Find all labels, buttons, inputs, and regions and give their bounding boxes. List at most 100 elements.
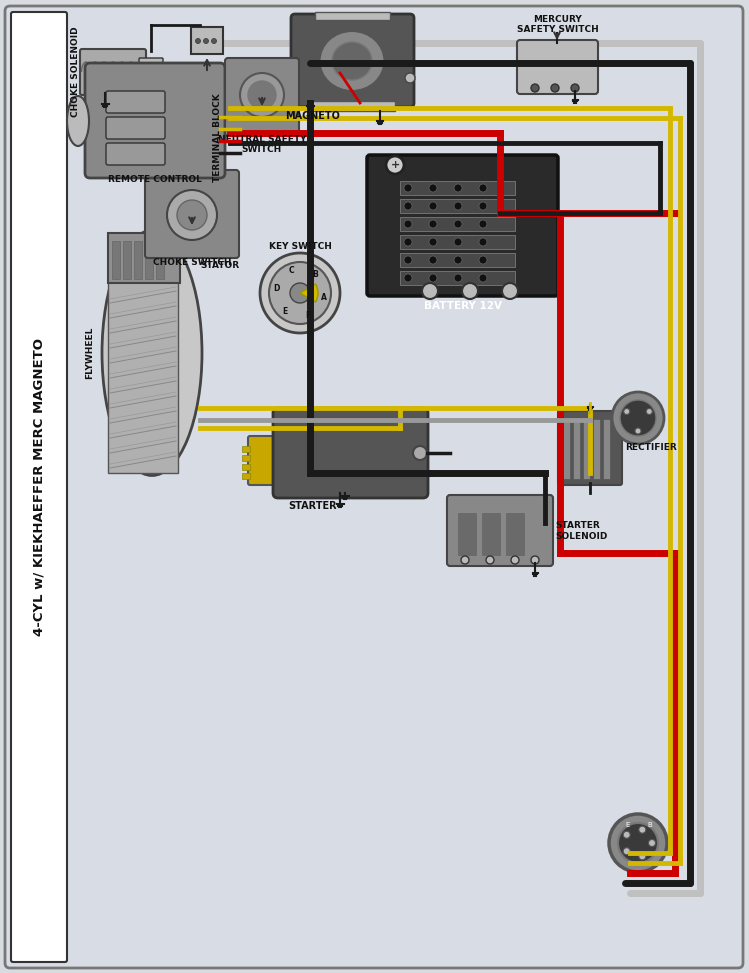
FancyBboxPatch shape	[447, 495, 553, 566]
Circle shape	[531, 84, 539, 92]
Circle shape	[429, 274, 437, 282]
FancyBboxPatch shape	[145, 170, 239, 258]
FancyBboxPatch shape	[106, 143, 165, 165]
Text: +: +	[390, 160, 400, 170]
Circle shape	[429, 256, 437, 264]
Text: E: E	[282, 306, 287, 316]
Circle shape	[639, 852, 646, 860]
Circle shape	[531, 556, 539, 564]
FancyBboxPatch shape	[80, 49, 146, 95]
FancyBboxPatch shape	[400, 253, 515, 267]
Text: KEY SWITCH: KEY SWITCH	[269, 242, 332, 251]
Circle shape	[204, 39, 208, 44]
Text: TERMINAL BLOCK: TERMINAL BLOCK	[213, 93, 222, 182]
FancyBboxPatch shape	[242, 473, 250, 479]
Circle shape	[454, 238, 462, 246]
Ellipse shape	[260, 253, 340, 333]
Circle shape	[454, 184, 462, 192]
Ellipse shape	[167, 190, 217, 240]
Circle shape	[422, 283, 438, 299]
FancyBboxPatch shape	[367, 155, 558, 296]
FancyBboxPatch shape	[400, 235, 515, 249]
Text: BATTERY 12V: BATTERY 12V	[424, 301, 502, 311]
Wedge shape	[300, 284, 318, 302]
Circle shape	[479, 256, 487, 264]
Circle shape	[462, 283, 478, 299]
Circle shape	[639, 826, 646, 833]
FancyBboxPatch shape	[482, 513, 500, 555]
FancyBboxPatch shape	[400, 217, 515, 231]
Circle shape	[429, 202, 437, 210]
Circle shape	[454, 202, 462, 210]
FancyBboxPatch shape	[85, 63, 225, 178]
Ellipse shape	[332, 42, 372, 80]
Text: D: D	[273, 284, 279, 293]
Circle shape	[454, 256, 462, 264]
FancyBboxPatch shape	[123, 241, 131, 279]
FancyBboxPatch shape	[5, 6, 743, 968]
Circle shape	[454, 220, 462, 228]
Circle shape	[646, 409, 652, 414]
FancyBboxPatch shape	[400, 199, 515, 213]
Circle shape	[405, 73, 415, 83]
Text: STARTER
SOLENOID: STARTER SOLENOID	[555, 522, 607, 541]
FancyBboxPatch shape	[310, 101, 395, 111]
Ellipse shape	[177, 200, 207, 230]
Text: FLYWHEEL: FLYWHEEL	[85, 327, 94, 379]
Ellipse shape	[620, 400, 656, 436]
FancyBboxPatch shape	[315, 12, 390, 20]
Circle shape	[479, 184, 487, 192]
Circle shape	[195, 39, 201, 44]
Circle shape	[454, 274, 462, 282]
FancyBboxPatch shape	[248, 436, 282, 485]
Ellipse shape	[612, 392, 664, 444]
Circle shape	[502, 283, 518, 299]
Circle shape	[404, 256, 412, 264]
Circle shape	[404, 184, 412, 192]
FancyBboxPatch shape	[563, 419, 570, 479]
Ellipse shape	[618, 823, 658, 863]
Text: NEUTRAL SAFETY
SWITCH: NEUTRAL SAFETY SWITCH	[218, 135, 306, 155]
Ellipse shape	[290, 283, 310, 303]
Ellipse shape	[240, 73, 284, 117]
Circle shape	[551, 84, 559, 92]
FancyBboxPatch shape	[517, 40, 598, 94]
Circle shape	[486, 556, 494, 564]
Circle shape	[429, 184, 437, 192]
FancyBboxPatch shape	[291, 14, 414, 107]
FancyBboxPatch shape	[108, 233, 180, 283]
Text: MAGNETO: MAGNETO	[285, 111, 340, 121]
FancyBboxPatch shape	[106, 117, 165, 139]
FancyBboxPatch shape	[156, 241, 164, 279]
Text: C: C	[289, 266, 294, 275]
Text: MERCURY
SAFETY SWITCH: MERCURY SAFETY SWITCH	[517, 15, 599, 34]
FancyBboxPatch shape	[242, 464, 250, 470]
FancyBboxPatch shape	[139, 58, 163, 88]
Text: RECTIFIER: RECTIFIER	[625, 444, 677, 452]
Text: REMOTE CONTROL: REMOTE CONTROL	[108, 175, 202, 184]
Circle shape	[147, 69, 155, 77]
FancyBboxPatch shape	[11, 12, 67, 962]
Text: E: E	[626, 822, 630, 828]
Circle shape	[413, 446, 427, 460]
FancyBboxPatch shape	[242, 455, 250, 461]
Circle shape	[404, 238, 412, 246]
FancyBboxPatch shape	[583, 419, 590, 479]
FancyBboxPatch shape	[558, 411, 622, 485]
Ellipse shape	[269, 262, 331, 324]
FancyBboxPatch shape	[242, 446, 250, 452]
Text: STATOR: STATOR	[200, 261, 239, 270]
Text: F: F	[306, 311, 311, 320]
FancyBboxPatch shape	[400, 271, 515, 285]
Circle shape	[479, 238, 487, 246]
FancyBboxPatch shape	[573, 419, 580, 479]
Text: STARTER: STARTER	[288, 501, 337, 511]
FancyBboxPatch shape	[603, 419, 610, 479]
Ellipse shape	[248, 81, 276, 109]
FancyBboxPatch shape	[506, 513, 524, 555]
Circle shape	[635, 428, 641, 434]
FancyBboxPatch shape	[145, 241, 153, 279]
Circle shape	[429, 220, 437, 228]
Text: B: B	[648, 822, 652, 828]
FancyBboxPatch shape	[191, 27, 223, 54]
